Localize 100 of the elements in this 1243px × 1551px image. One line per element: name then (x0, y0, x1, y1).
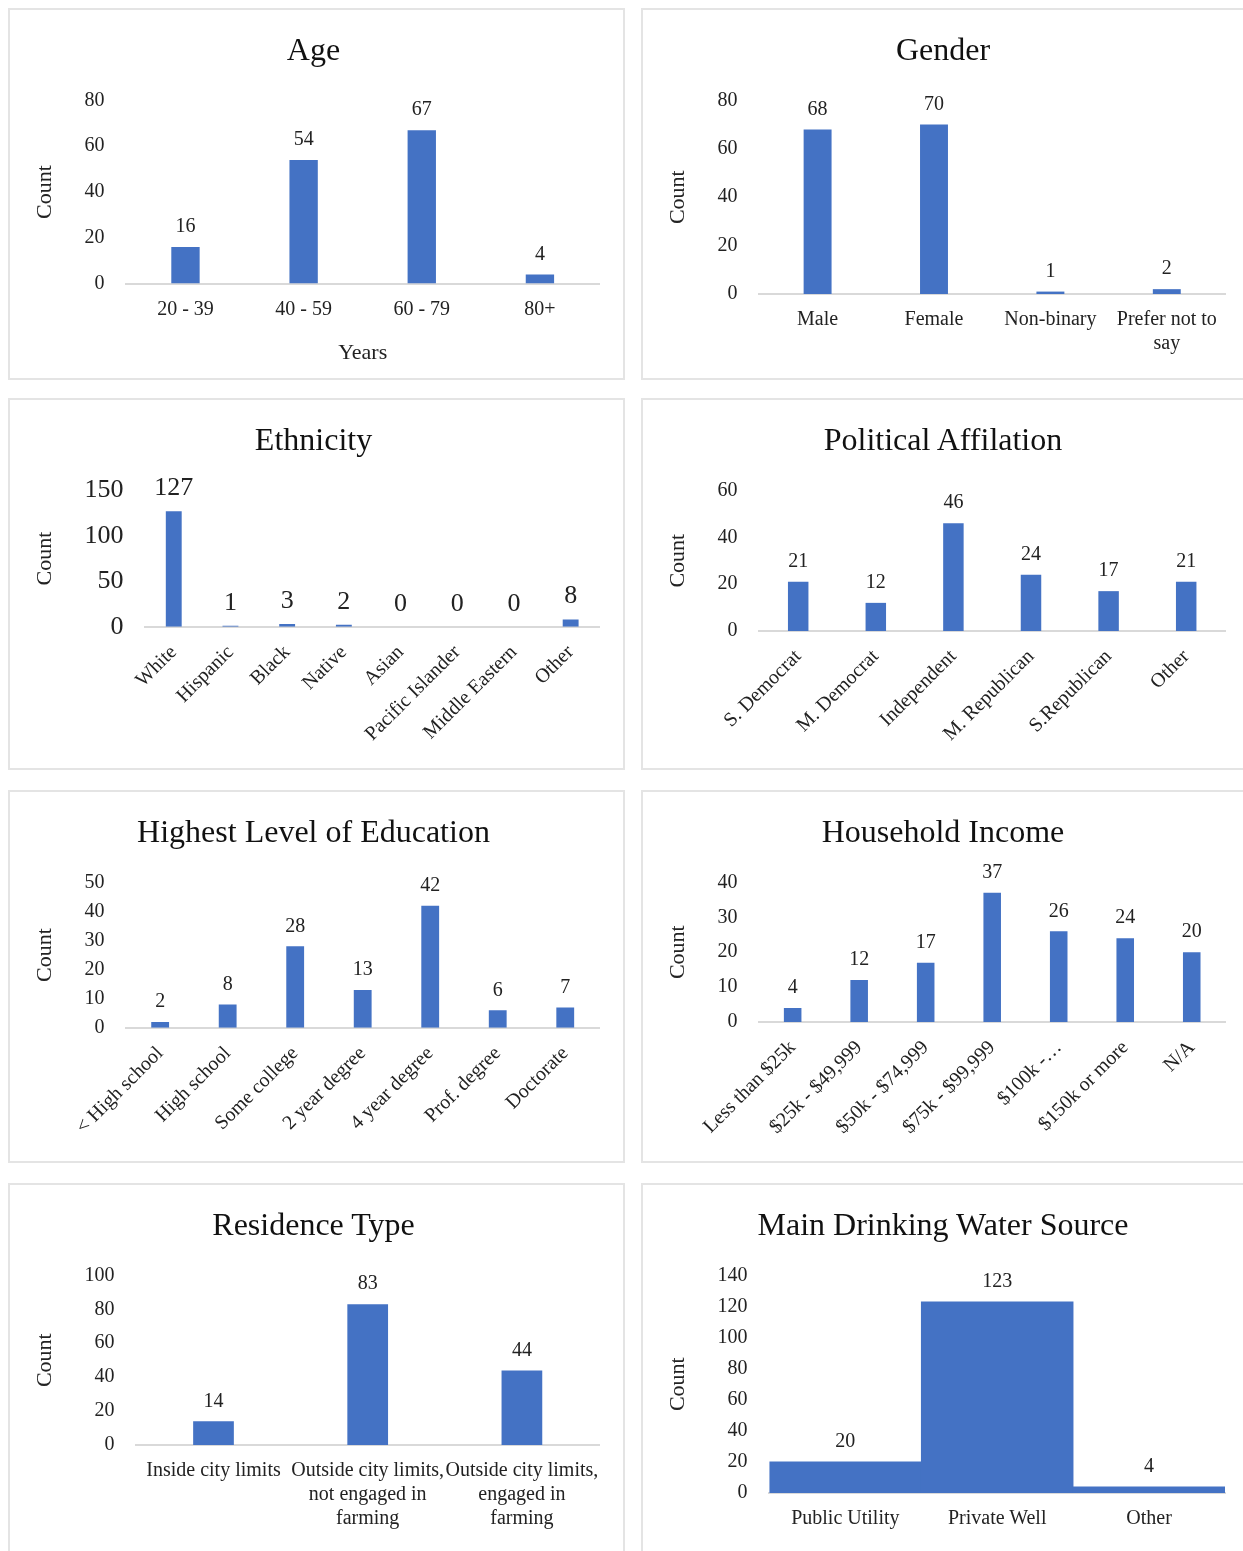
bar (865, 602, 887, 631)
bar (1152, 289, 1181, 294)
bar (1175, 581, 1197, 631)
data-label: 54 (293, 127, 314, 150)
y-tick-label: 60 (94, 1330, 115, 1353)
y-tick-label: 60 (727, 1386, 748, 1409)
x-tick-label: Female (904, 307, 964, 330)
data-label: 6 (492, 977, 503, 1000)
data-label: 24 (1021, 542, 1041, 564)
y-tick-label: 20 (94, 1398, 115, 1421)
y-axis-title: Count (663, 170, 689, 225)
bar (501, 1370, 543, 1445)
x-axis-title: Years (338, 338, 388, 364)
bar (1098, 591, 1119, 631)
data-label: 20 (1181, 919, 1202, 942)
bar (193, 1421, 234, 1445)
data-label: 8 (222, 971, 233, 994)
y-tick-label: 100 (84, 519, 124, 549)
data-label: 3 (280, 584, 294, 614)
bar (850, 980, 868, 1022)
bar (556, 1007, 575, 1028)
y-axis-title: Count (30, 1333, 56, 1388)
chart-title: Ethnicity (254, 420, 373, 457)
y-axis-title: Count (30, 928, 56, 982)
bar (787, 581, 809, 631)
y-tick-label: 40 (717, 869, 738, 892)
bar (218, 1004, 237, 1028)
data-label: 67 (411, 97, 432, 120)
data-label: 21 (1176, 549, 1197, 572)
x-tick-label: 80+ (524, 296, 556, 319)
data-label: 8 (564, 580, 578, 610)
data-label: 83 (357, 1271, 378, 1294)
y-tick-label: 60 (717, 477, 738, 500)
x-tick-label: Prefer not to say (1116, 307, 1217, 355)
bar (286, 946, 305, 1028)
bar (407, 130, 436, 284)
chart-title: Gender (895, 30, 991, 67)
data-label: 26 (1048, 898, 1069, 921)
bar (421, 905, 440, 1028)
y-axis-title: Count (663, 533, 689, 588)
y-tick-label: 20 (717, 939, 738, 962)
x-tick-label: Outside city limits, engaged in farming (445, 1458, 599, 1530)
data-label: 24 (1115, 905, 1136, 928)
x-tick-label: Male (797, 307, 839, 330)
y-tick-label: 0 (110, 610, 124, 640)
y-axis-title: Count (30, 165, 56, 219)
bar (488, 1010, 507, 1028)
data-label: 44 (511, 1337, 532, 1360)
data-label: 2 (155, 989, 166, 1012)
data-label: 21 (788, 549, 809, 572)
y-axis-title: Count (30, 531, 56, 586)
y-tick-label: 20 (84, 225, 105, 248)
y-tick-label: 120 (717, 1293, 748, 1316)
bar (920, 124, 948, 294)
y-tick-label: 30 (717, 904, 738, 927)
data-label: 17 (1098, 558, 1119, 581)
y-tick-label: 50 (97, 565, 124, 595)
y-tick-label: 40 (94, 1364, 115, 1387)
data-label: 13 (352, 957, 373, 980)
x-tick-label: Other (1126, 1506, 1173, 1529)
data-label: 4 (534, 241, 545, 264)
bar (171, 246, 200, 284)
y-tick-label: 20 (727, 1449, 748, 1472)
y-tick-label: 80 (94, 1296, 115, 1319)
y-tick-label: 60 (84, 133, 105, 156)
data-label: 7 (560, 974, 571, 997)
x-tick-label: Non-binary (1004, 307, 1097, 331)
bar (525, 274, 555, 284)
x-tick-label: Public Utility (791, 1506, 900, 1530)
x-tick-label: 20 - 39 (157, 296, 214, 319)
y-tick-label: 80 (727, 1355, 748, 1378)
data-label: 1 (223, 586, 237, 616)
y-tick-label: 0 (104, 1432, 115, 1455)
bar (562, 619, 579, 627)
x-tick-label: Private Well (947, 1506, 1047, 1529)
y-tick-label: 60 (717, 136, 738, 159)
y-tick-label: 50 (84, 869, 105, 892)
y-tick-label: 0 (94, 1015, 105, 1038)
y-tick-label: 80 (84, 87, 105, 110)
bar (803, 129, 832, 294)
data-label: 2 (337, 585, 351, 615)
bar (165, 511, 182, 627)
y-tick-label: 80 (717, 87, 738, 110)
y-tick-label: 40 (717, 524, 738, 547)
data-label: 127 (154, 472, 194, 502)
bar (916, 962, 935, 1022)
y-tick-label: 0 (727, 1009, 738, 1032)
bar (289, 159, 318, 284)
y-tick-label: 40 (84, 179, 105, 202)
bar (1182, 952, 1201, 1022)
y-tick-label: 150 (84, 474, 124, 504)
y-tick-label: 10 (717, 974, 738, 997)
data-label: 17 (915, 929, 936, 952)
x-tick-label: N/A (1158, 1035, 1199, 1076)
chart-title: Age (286, 30, 341, 67)
chart-title: Political Affilation (823, 420, 1063, 457)
data-label: 42 (420, 872, 441, 895)
bar (1049, 931, 1068, 1022)
bar (943, 523, 964, 631)
y-tick-label: 140 (717, 1262, 748, 1285)
